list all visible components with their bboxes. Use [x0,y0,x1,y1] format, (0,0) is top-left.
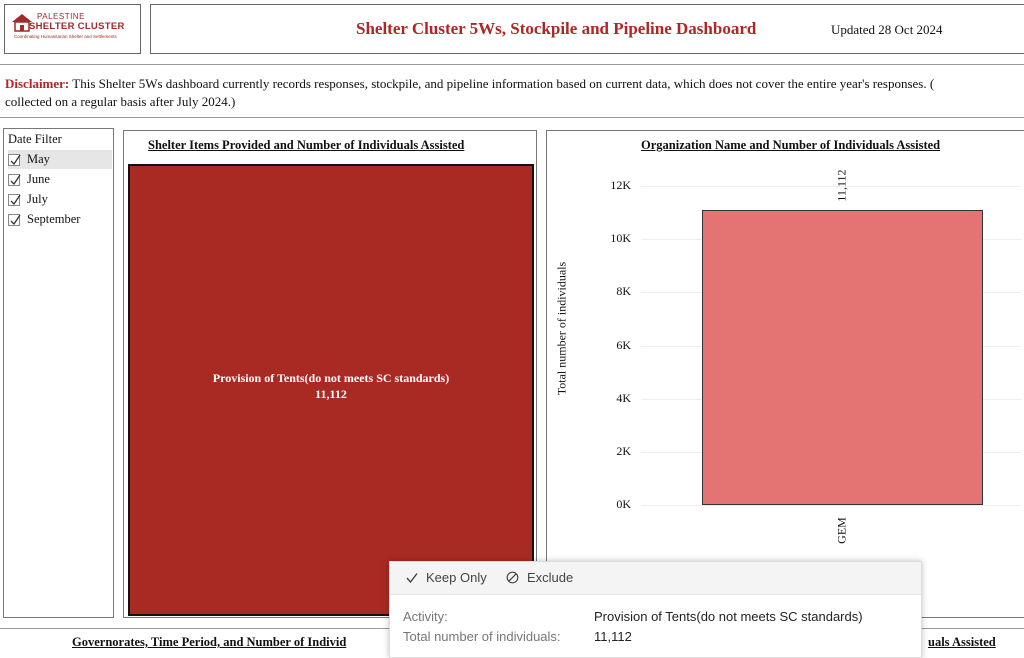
y-tick-label: 4K [616,390,631,405]
treemap-cell-value: 11,112 [315,387,347,401]
disclaimer: Disclaimer: This Shelter 5Ws dashboard c… [5,75,1024,93]
filter-item-july[interactable]: July [8,190,112,209]
tooltip: Keep Only Exclude Activity: Provision of… [389,561,922,658]
date-filter-title: Date Filter [8,132,62,146]
bottom-right-chart-title: uals Assisted [928,635,996,649]
gridline [641,505,1021,506]
tooltip-activity-key: Activity: [403,609,448,624]
bar-gem[interactable] [702,209,983,505]
logo-line2: SHELTER CLUSTER [29,21,125,32]
filter-item-june[interactable]: June [8,170,112,189]
governorates-chart-title: Governorates, Time Period, and Number of… [72,635,347,649]
logo-line3: Coordinating Humanitarian Shelter and Se… [14,34,117,39]
keep-only-label: Keep Only [426,570,487,585]
exclude-icon [506,571,519,584]
logo-box: PALESTINE SHELTER CLUSTER Coordinating H… [4,4,141,54]
treemap-title: Shelter Items Provided and Number of Ind… [148,138,465,152]
keep-only-button[interactable]: Keep Only [406,570,487,585]
y-axis-label: Total number of individuals [554,261,569,396]
filter-label-september: September [27,212,81,226]
exclude-label: Exclude [527,570,574,585]
disclaimer-divider [0,117,1024,118]
filter-label-july: July [27,192,48,206]
y-tick-label: 12K [610,178,631,192]
shelter-cluster-logo-icon [12,14,32,32]
tooltip-total-value: 11,112 [594,629,632,644]
disclaimer-label: Disclaimer: [5,76,70,91]
checkmark-icon [10,174,21,185]
gridline [641,186,1021,187]
filter-item-september[interactable]: September [8,210,112,229]
treemap-cell-activity: Provision of Tents(do not meets SC stand… [212,371,450,385]
checkbox-may[interactable] [8,153,21,166]
checkbox-june[interactable] [8,173,21,186]
check-icon [406,572,418,583]
checkbox-july[interactable] [8,193,21,206]
y-tick-label: 0K [616,497,631,511]
updated-date: Updated 28 Oct 2024 [831,22,943,37]
bar-chart-panel: Organization Name and Number of Individu… [546,130,1024,618]
y-tick-label: 6K [616,337,631,352]
page-title: Shelter Cluster 5Ws, Stockpile and Pipel… [356,19,757,38]
filter-item-may[interactable]: May [8,150,112,169]
bar-chart-title: Organization Name and Number of Individu… [641,138,941,152]
tooltip-total-key: Total number of individuals: [403,629,561,644]
checkmark-icon [10,214,21,225]
filter-label-may: May [27,152,50,166]
treemap-cell-tents[interactable]: Provision of Tents(do not meets SC stand… [128,164,534,616]
checkbox-september[interactable] [8,213,21,226]
bar-data-label: 11,112 [834,169,849,202]
treemap-panel: Shelter Items Provided and Number of Ind… [123,130,537,618]
plot-area: 0K 2K 4K 6K 8K 10K 12K 11,112 GEM [607,161,1024,544]
x-tick-label: GEM [834,517,849,544]
disclaimer-text-2: collected on a regular basis after July … [5,94,236,109]
header-divider [0,64,1024,65]
checkmark-icon [10,194,21,205]
logo-line1: PALESTINE [37,12,85,21]
date-filter-panel: Date Filter May June July September [3,128,114,618]
y-tick-label: 10K [610,231,631,246]
title-box: Shelter Cluster 5Ws, Stockpile and Pipel… [150,4,1024,54]
y-tick-label: 8K [616,284,631,299]
y-tick-label: 2K [616,443,631,458]
disclaimer-text-1: This Shelter 5Ws dashboard currently rec… [69,76,935,91]
checkmark-icon [10,154,21,165]
tooltip-activity-value: Provision of Tents(do not meets SC stand… [594,609,863,624]
tooltip-actions: Keep Only Exclude [390,562,921,595]
exclude-button[interactable]: Exclude [506,570,573,585]
treemap-cell-label: Provision of Tents(do not meets SC stand… [130,370,532,402]
filter-label-june: June [27,172,50,186]
